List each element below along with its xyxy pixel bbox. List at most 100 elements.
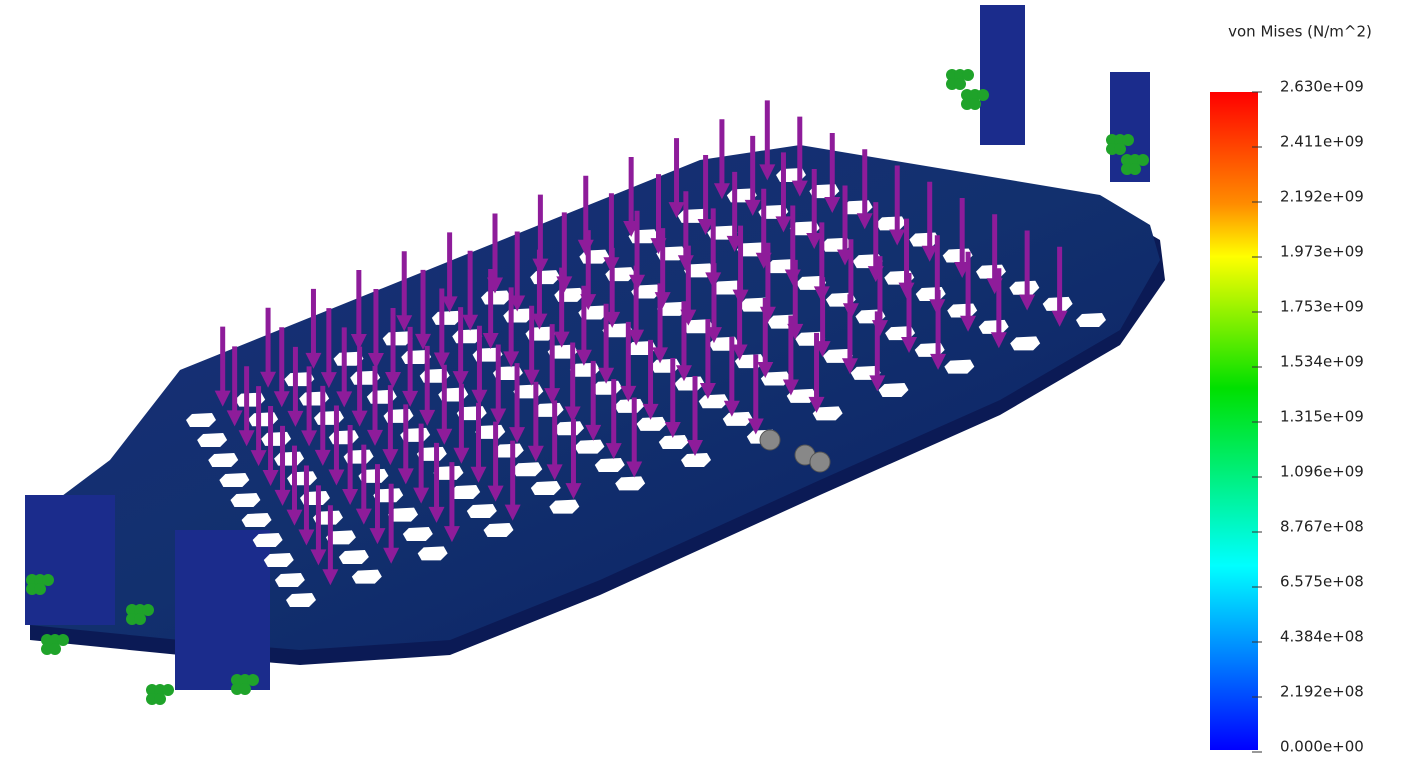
hole xyxy=(615,476,646,491)
hole xyxy=(1076,313,1106,327)
load-arrow-head xyxy=(650,238,667,255)
load-arrow-head xyxy=(867,266,884,283)
hole xyxy=(388,507,419,522)
fixture xyxy=(134,613,146,625)
fixture xyxy=(962,69,974,81)
load-arrow-head xyxy=(697,218,714,235)
load-arrow-head xyxy=(755,252,772,269)
load-arrow-head xyxy=(397,468,414,485)
hole xyxy=(219,473,250,487)
load-arrow-head xyxy=(351,410,368,427)
load-arrow-head xyxy=(869,375,886,392)
load-arrow-head xyxy=(623,220,640,237)
load-arrow-head xyxy=(813,286,830,303)
load-arrow-head xyxy=(744,199,761,216)
hole xyxy=(338,549,369,564)
hole xyxy=(208,453,239,467)
hole xyxy=(274,573,305,587)
fixture xyxy=(1137,154,1149,166)
load-arrow-head xyxy=(301,430,318,447)
load-arrow-head xyxy=(775,216,792,233)
load-arrow-head xyxy=(575,349,592,366)
load-arrow-head xyxy=(402,390,419,407)
fixture xyxy=(1122,134,1134,146)
fixture xyxy=(154,693,166,705)
load-arrow-head xyxy=(385,371,402,388)
load-arrow-head xyxy=(487,277,503,294)
load-arrow-head xyxy=(677,255,694,272)
legend-label: 1.973e+09 xyxy=(1280,243,1364,261)
load-arrow-head xyxy=(620,385,637,402)
load-arrow-head xyxy=(642,403,659,420)
load-arrow-head xyxy=(687,440,703,456)
load-arrow-head xyxy=(960,315,977,332)
hole xyxy=(512,462,543,477)
load-arrow-head xyxy=(842,303,859,320)
load-arrow-head xyxy=(990,332,1007,349)
load-arrow-head xyxy=(705,272,722,289)
load-arrow-head xyxy=(556,276,573,293)
load-arrow-head xyxy=(580,294,597,311)
load-arrow-head xyxy=(509,427,526,444)
hole xyxy=(942,248,973,263)
fixture xyxy=(239,683,251,695)
load-arrow-head xyxy=(532,258,549,275)
load-arrow-head xyxy=(367,429,383,446)
fixture xyxy=(1114,143,1126,155)
bracket xyxy=(175,530,270,690)
load-arrow-head xyxy=(546,464,563,481)
load-arrow-head xyxy=(226,410,243,427)
load-arrow-head xyxy=(342,489,359,506)
load-arrow-head xyxy=(214,390,231,407)
hole xyxy=(554,421,585,436)
hole xyxy=(574,439,605,454)
hole xyxy=(878,383,909,397)
hole xyxy=(1009,280,1040,295)
load-arrow-head xyxy=(699,382,716,399)
legend-label: 2.411e+09 xyxy=(1280,133,1364,151)
hole xyxy=(286,593,316,607)
bolt xyxy=(809,451,831,473)
load-arrow-head xyxy=(921,245,938,262)
hole xyxy=(658,434,689,449)
load-arrow-head xyxy=(382,449,399,466)
legend-label: 1.096e+09 xyxy=(1280,463,1364,481)
load-arrow-head xyxy=(453,447,470,464)
load-arrow-head xyxy=(350,334,367,351)
bracket xyxy=(25,495,115,625)
load-arrow-head xyxy=(603,257,620,274)
hole xyxy=(547,344,578,359)
load-arrow-head xyxy=(784,269,801,286)
load-arrow-head xyxy=(1051,310,1068,327)
hole xyxy=(373,488,404,503)
load-arrow-head xyxy=(787,323,804,340)
fixture xyxy=(969,98,981,110)
load-arrow-head xyxy=(553,331,570,348)
load-arrow-head xyxy=(680,309,697,326)
load-arrow-head xyxy=(355,508,372,525)
load-arrow-head xyxy=(482,333,499,350)
load-arrow-head xyxy=(565,483,582,500)
legend-label: 2.192e+08 xyxy=(1280,683,1364,701)
legend-label: 1.315e+09 xyxy=(1280,408,1364,426)
load-arrow-head xyxy=(443,526,460,543)
hole xyxy=(483,523,514,537)
hole xyxy=(351,569,382,584)
load-arrow-head xyxy=(462,314,479,331)
hole xyxy=(594,457,625,472)
fixture xyxy=(954,78,966,90)
legend-title: von Mises (N/m^2) xyxy=(1228,23,1372,41)
load-arrow-head xyxy=(664,421,681,438)
load-arrow-head xyxy=(929,299,946,316)
load-arrow-head xyxy=(837,249,853,266)
legend-label: 8.767e+08 xyxy=(1280,518,1364,536)
hole xyxy=(944,359,975,374)
hole xyxy=(631,284,662,299)
legend-label: 6.575e+08 xyxy=(1280,573,1364,591)
load-arrow-head xyxy=(841,358,858,375)
legend-label: 2.192e+09 xyxy=(1280,188,1364,206)
load-arrow-head xyxy=(490,408,507,425)
hole xyxy=(325,530,356,545)
hole xyxy=(614,398,645,413)
load-arrow-head xyxy=(759,306,776,323)
